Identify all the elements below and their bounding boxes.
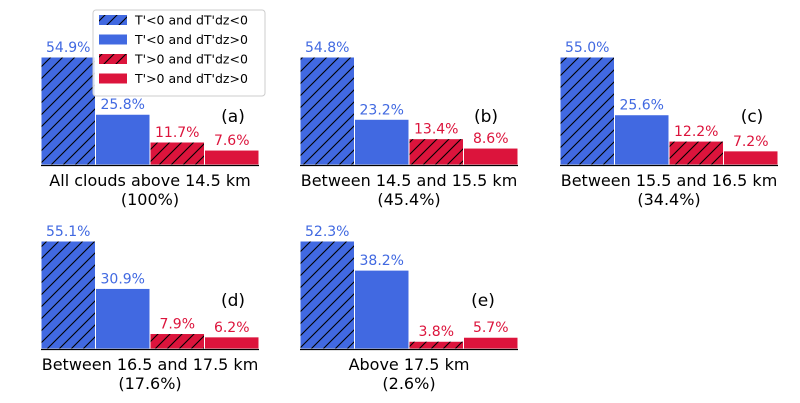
xlabel-line-1: Between 15.5 and 16.5 km [561,171,778,190]
xlabel-line-2: (17.6%) [118,374,181,393]
panel-tag: (a) [221,107,245,127]
xlabel-line-2: (34.4%) [637,190,700,209]
value-label-1: 54.8% [305,40,349,56]
value-label-4: 7.6% [214,133,250,149]
value-label-1: 55.1% [46,224,90,240]
value-label-4: 6.2% [214,320,250,336]
xlabel-line-2: (2.6%) [382,374,435,393]
value-label-3: 12.2% [674,124,718,140]
bar-hatch-3 [408,138,464,166]
value-label-3: 11.7% [155,125,199,141]
legend-label-2: T'<0 and dT'dz>0 [134,32,248,47]
value-label-1: 54.9% [46,40,90,56]
panel-a: 54.9% 25.8% 11.7% 7.6% (a) All clouds above 1… [40,40,260,209]
xlabel-line-2: (45.4%) [377,190,440,209]
bar-4 [723,150,779,166]
panel-tag: (d) [221,291,245,311]
legend-swatch-2 [99,34,127,45]
bar-hatch-1 [299,240,355,350]
value-label-2: 23.2% [360,102,404,118]
panel-tag: (e) [471,291,495,311]
xlabel-line-1: Above 17.5 km [349,355,470,374]
value-label-4: 8.6% [473,131,509,147]
bar-hatch-3 [149,333,205,350]
legend-label-3: T'>0 and dT'dz<0 [134,52,248,67]
bar-hatch-1 [299,56,355,166]
value-label-2: 38.2% [360,253,404,269]
panel-e: 52.3% 38.2% 3.8% 5.7% (e) Above 17.5 km(2.6%) [299,224,519,393]
xlabel-line-1: Between 14.5 and 15.5 km [301,171,518,190]
bar-4 [463,147,519,166]
legend-swatch-hatch-1 [99,15,127,25]
legend-swatch-4 [99,73,127,84]
legend-label-1: T'<0 and dT'dz<0 [134,13,248,28]
value-label-4: 7.2% [733,134,769,150]
legend: T'<0 and dT'dz<0 T'<0 and dT'dz>0 T'>0 and… [92,9,266,97]
panel-d: 55.1% 30.9% 7.9% 6.2% (d) Between 16.5 and 17… [40,224,260,393]
value-label-2: 30.9% [101,271,145,287]
value-label-2: 25.8% [101,97,145,113]
value-label-3: 7.9% [159,317,195,333]
bar-2 [354,269,410,350]
bar-4 [204,336,260,350]
legend-swatch-hatch-3 [99,54,127,64]
value-label-1: 55.0% [565,40,609,56]
xlabel-line-2: (100%) [121,190,179,209]
legend-label-4: T'>0 and dT'dz>0 [134,71,248,86]
panel-tag: (c) [741,107,764,127]
bar-2 [354,118,410,166]
bar-2 [95,287,151,350]
bar-2 [614,114,670,166]
xlabel-line-1: Between 16.5 and 17.5 km [42,355,259,374]
panels: 54.9% 25.8% 11.7% 7.6% (a) All clouds above 1… [40,40,779,393]
bar-hatch-1 [559,56,615,166]
bar-hatch-1 [40,240,96,350]
xlabel-line-1: All clouds above 14.5 km [49,171,250,190]
value-label-3: 13.4% [414,122,458,138]
value-label-4: 5.7% [473,320,509,336]
bar-hatch-3 [408,340,464,350]
panel-b: 54.8% 23.2% 13.4% 8.6% (b) Between 14.5 and 1… [299,40,519,209]
bar-2 [95,113,151,166]
panel-c: 55.0% 25.6% 12.2% 7.2% (c) Between 15.5 and 1… [559,40,779,209]
bar-hatch-1 [40,56,96,166]
value-label-3: 3.8% [418,324,454,340]
panel-tag: (b) [474,107,498,127]
value-label-2: 25.6% [620,98,664,114]
value-label-1: 52.3% [305,224,349,240]
legend-frame [92,9,266,97]
bar-4 [204,149,260,166]
bar-4 [463,336,519,350]
bar-hatch-3 [668,140,724,166]
bar-hatch-3 [149,141,205,166]
